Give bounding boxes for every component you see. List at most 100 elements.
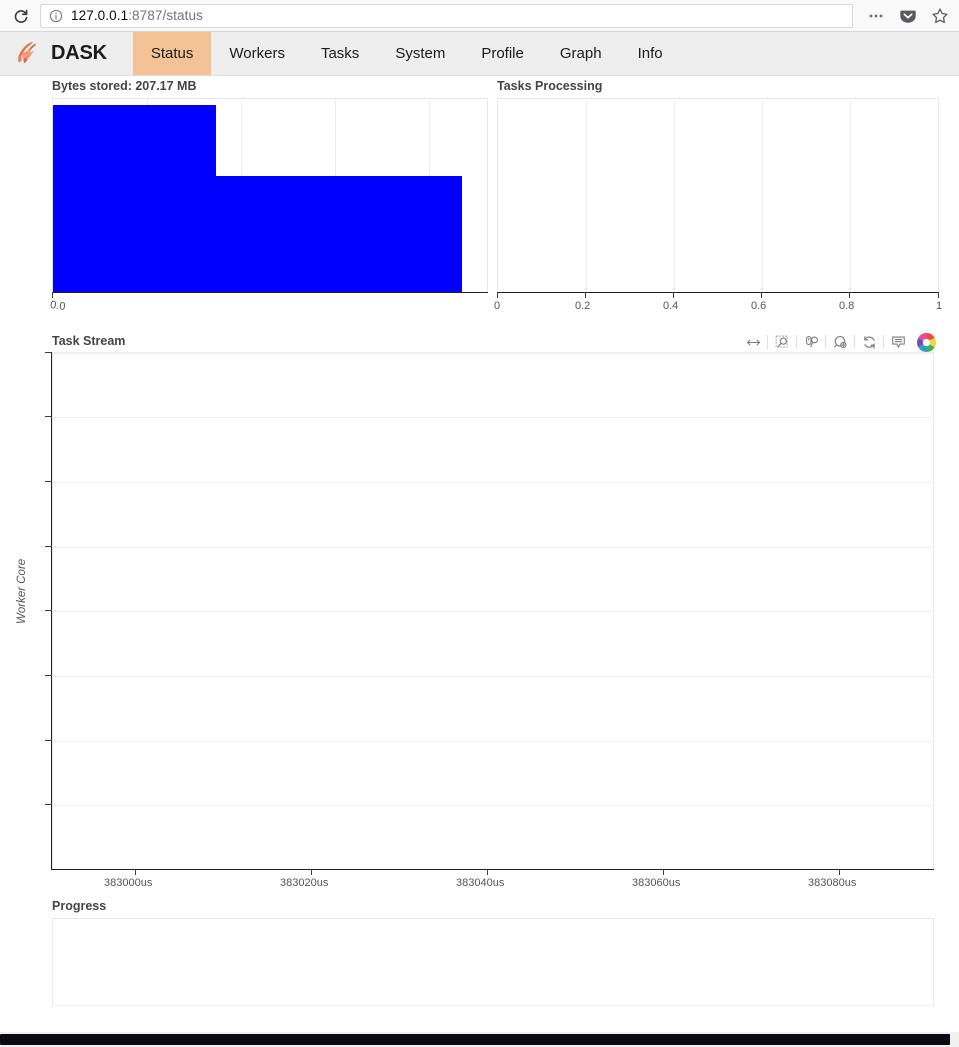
axis-tick [45,481,52,482]
nav-item-workers[interactable]: Workers [211,32,303,75]
task-stream-xtick-label: 383060us [632,877,681,889]
gridline-v [674,99,675,292]
axis-tick [45,352,52,353]
toolbar-divider [767,335,768,349]
tasks-processing-title: Tasks Processing [497,79,603,93]
bytes-stored-bar[interactable] [53,105,216,176]
dask-navbar: DASK Status Workers Tasks System Profile… [0,32,959,76]
task-stream-x-axis [51,869,934,870]
axis-tick [938,292,939,298]
axis-tick [45,804,52,805]
scrollbar-thumb[interactable] [0,1034,950,1045]
gridline-h [53,547,933,548]
tasks-processing-plot[interactable] [497,98,939,292]
progress-plot[interactable] [52,918,934,1006]
axis-tick [135,869,136,875]
gridline-h [53,611,933,612]
gridline-h [53,805,933,806]
axis-tick [761,292,762,298]
tasks-processing-x-axis [497,292,939,293]
nav-item-system[interactable]: System [377,32,463,75]
toolbar-divider [796,335,797,349]
wheel-zoom-tool-icon[interactable] [799,330,823,354]
zoom-in-tool-icon[interactable] [828,330,852,357]
dashboard-body: Bytes stored: 207.17 MB 0.0 Tasks Proces… [0,76,959,1047]
gridline-h [53,676,933,677]
axis-tick [311,869,312,875]
gridline-v [586,99,587,292]
tasks-processing-xtick-label: 0 [494,300,501,312]
task-stream-xtick-label: 383020us [280,877,329,889]
axis-tick [45,546,52,547]
axis-tick [497,292,498,298]
dask-brand-text: DASK [51,42,107,64]
progress-title: Progress [52,899,107,913]
task-stream-xtick-label: 383080us [808,877,857,889]
gridline-h [53,417,933,418]
bytes-stored-xtick-label: 0.0 [49,299,67,314]
nav-item-info[interactable]: Info [620,32,681,75]
axis-tick [663,869,664,875]
axis-tick [585,292,586,298]
bytes-stored-plot[interactable] [52,98,488,293]
nav-label: Workers [229,45,285,62]
tasks-processing-xtick-label: 0.2 [575,300,591,312]
star-bookmark-icon[interactable] [929,5,951,27]
address-bar[interactable]: 127.0.0.1:8787/status [40,3,853,28]
task-stream-panel: Task Stream [0,332,959,894]
gridline-v [850,99,851,292]
axis-tick [839,869,840,875]
nav-label: Tasks [320,45,360,62]
bokeh-logo-icon[interactable] [916,332,937,353]
horizontal-scrollbar[interactable] [0,1032,959,1047]
tasks-processing-xtick-label: 0.4 [663,300,679,312]
task-stream-ylabel: Worker Core [16,558,28,624]
bytes-stored-title: Bytes stored: 207.17 MB [52,79,197,93]
task-stream-plot[interactable] [52,352,934,869]
axis-tick [487,869,488,875]
reload-icon[interactable] [8,3,34,29]
top-charts-row: Bytes stored: 207.17 MB 0.0 Tasks Proces… [0,76,959,336]
nav-label: Info [637,45,663,62]
gridline-h [53,482,933,483]
tasks-processing-panel: Tasks Processing 0 0.2 0.4 0.6 0.8 1 [489,76,959,336]
axis-tick [673,292,674,298]
browser-actions [859,5,951,27]
nav-label: Profile [481,45,524,62]
reset-tool-icon[interactable] [857,330,881,354]
axis-tick [45,416,52,417]
overflow-menu-icon[interactable] [865,5,887,27]
url-path: :8787/status [128,8,203,23]
tasks-processing-xtick-label: 0.6 [751,300,767,312]
axis-tick [45,610,52,611]
page-info-icon[interactable] [49,9,63,23]
dask-logo-icon [18,41,36,63]
nav-item-profile[interactable]: Profile [463,32,542,75]
bytes-stored-bar[interactable] [53,176,462,293]
nav-item-status[interactable]: Status [132,32,212,75]
tasks-processing-xtick-label: 0.8 [839,300,855,312]
url-text: 127.0.0.1:8787/status [71,8,203,23]
nav-label: System [395,45,446,62]
axis-tick [849,292,850,298]
gridline-v [762,99,763,292]
axis-tick [45,740,52,741]
nav-item-graph[interactable]: Graph [542,32,620,75]
bytes-stored-x-axis [52,292,488,293]
tasks-processing-xtick-label: 1 [936,300,943,312]
nav-label: Graph [559,45,602,62]
hover-tool-icon[interactable] [886,330,910,357]
pan-tool-icon[interactable] [741,330,765,357]
axis-tick [45,675,52,676]
task-stream-title: Task Stream [52,334,126,348]
box-zoom-tool-icon[interactable] [770,330,794,357]
task-stream-xtick-label: 383040us [456,877,505,889]
toolbar-divider [883,335,884,349]
url-host: 127.0.0.1 [71,8,129,23]
bytes-stored-panel: Bytes stored: 207.17 MB 0.0 [0,76,490,336]
progress-panel: Progress [0,892,959,1032]
bokeh-toolbar [741,330,937,357]
nav-item-tasks[interactable]: Tasks [303,32,377,75]
dask-brand[interactable]: DASK [14,32,133,75]
pocket-icon[interactable] [897,5,919,27]
